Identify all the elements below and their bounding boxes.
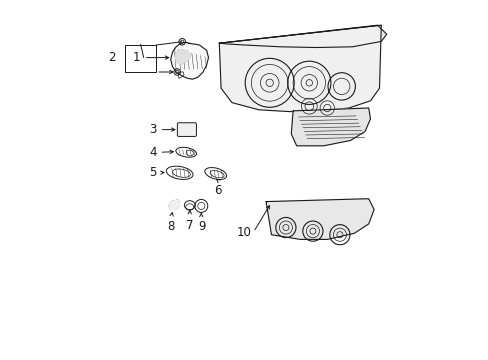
Polygon shape xyxy=(175,50,190,64)
Text: 7: 7 xyxy=(185,219,193,232)
Text: 10: 10 xyxy=(236,226,251,239)
Polygon shape xyxy=(219,25,381,112)
Text: 2: 2 xyxy=(108,51,116,64)
Polygon shape xyxy=(168,200,179,210)
Polygon shape xyxy=(265,199,373,239)
Text: 1: 1 xyxy=(132,51,140,64)
Polygon shape xyxy=(291,108,370,146)
FancyBboxPatch shape xyxy=(177,123,196,136)
Text: 8: 8 xyxy=(167,220,174,233)
Text: 9: 9 xyxy=(198,220,205,233)
Text: 5: 5 xyxy=(149,166,156,179)
Text: 4: 4 xyxy=(149,146,156,159)
Polygon shape xyxy=(170,42,208,79)
Text: 6: 6 xyxy=(213,184,221,197)
Text: 3: 3 xyxy=(149,123,156,136)
Polygon shape xyxy=(219,25,386,48)
